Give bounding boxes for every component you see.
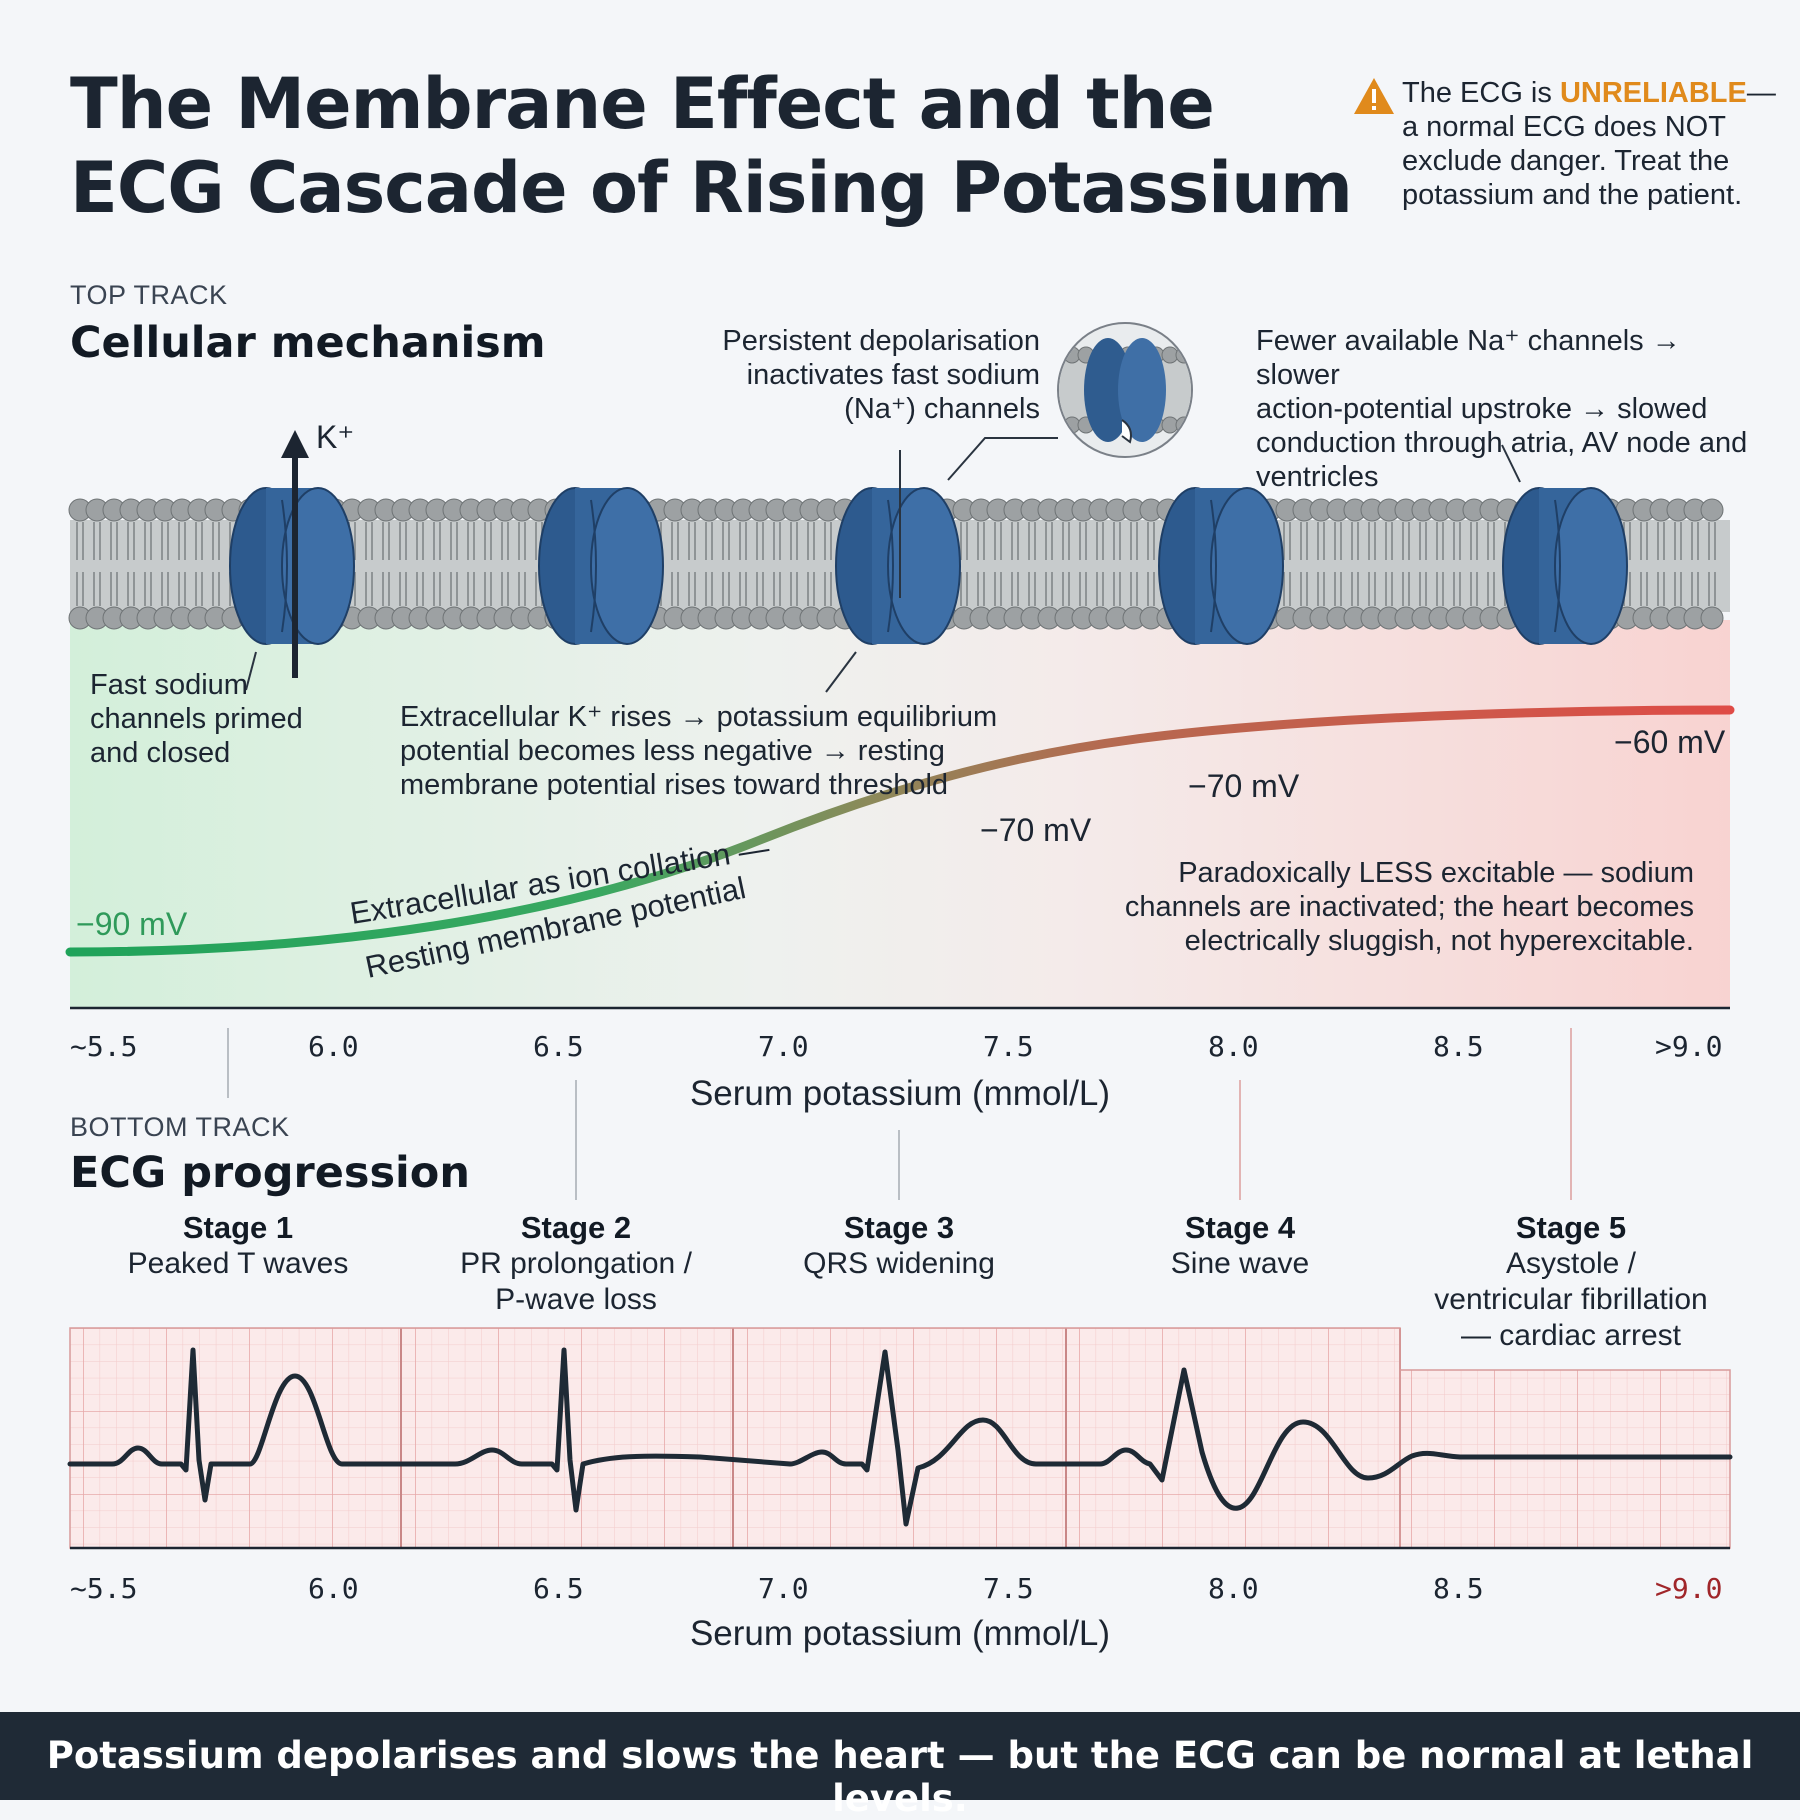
warning-text: The ECG is UNRELIABLE— a normal ECG does…: [1402, 76, 1792, 212]
bottom-track-title: ECG progression: [70, 1148, 470, 1198]
ecg-strip: [67, 1327, 1733, 1549]
bottom-x-axis-title: Serum potassium (mmol/L): [689, 1614, 1111, 1653]
sodium-channels: [229, 487, 1628, 645]
stage-5-name: Stage 5: [1515, 1210, 1627, 1245]
inactivated-channel-inset: [1057, 322, 1193, 458]
mv-label-minus-70-a: −70 mV: [980, 812, 1092, 848]
footer-text: Potassium depolarises and slows the hear…: [46, 1734, 1754, 1820]
top-tick-8-5: 8.5: [1433, 1030, 1484, 1063]
footer-banner: [0, 1712, 1800, 1800]
label-sodium-inactivation: Persistent depolarisation inactivates fa…: [722, 325, 1040, 425]
arrow-up-icon: [281, 430, 309, 458]
resting-membrane-potential-curve: [65, 705, 1735, 957]
stage-4-name: Stage 4: [1184, 1210, 1296, 1245]
stage-2-name: Stage 2: [520, 1210, 632, 1245]
stage-1-name: Stage 1: [182, 1210, 294, 1245]
page-title: The Membrane Effect and the ECG Cascade …: [70, 62, 1353, 230]
bottom-tick-9-0: >9.0: [1655, 1572, 1723, 1605]
mv-label-minus-60: −60 mV: [1614, 724, 1726, 760]
warning-rest: — a normal ECG does NOT exclude danger. …: [1402, 77, 1776, 211]
top-x-axis-title: Serum potassium (mmol/L): [689, 1074, 1111, 1113]
sodium-channel-5: [1502, 487, 1628, 645]
warning-prefix: The ECG is: [1402, 77, 1560, 109]
stage-3: Stage 3 QRS widening: [749, 1210, 1049, 1282]
bottom-tick-7-0: 7.0: [758, 1572, 809, 1605]
page-title-line-2: ECG Cascade of Rising Potassium: [70, 147, 1353, 229]
top-tick-7-5: 7.5: [983, 1030, 1034, 1063]
top-track-title: Cellular mechanism: [70, 318, 546, 368]
bottom-tick-8-0: 8.0: [1208, 1572, 1259, 1605]
label-sodium-primed: Fast sodium channels primed and closed: [90, 669, 303, 769]
bottom-tick-7-5: 7.5: [983, 1572, 1034, 1605]
top-tick-8-0: 8.0: [1208, 1030, 1259, 1063]
sodium-channel-4: [1158, 487, 1284, 645]
label-extracellular-potassium-rise: Extracellular K⁺ rises → potassium equil…: [400, 701, 998, 801]
stage-connectors: [227, 1028, 1572, 1200]
stage-2: Stage 2 PR prolongation / P-wave loss: [426, 1210, 726, 1318]
bottom-tick-6-5: 6.5: [533, 1572, 584, 1605]
excitability-gradient-field: [70, 620, 1730, 1008]
sodium-channel-3: [835, 487, 961, 645]
warning-emphasis: UNRELIABLE: [1559, 77, 1747, 109]
stage-4: Stage 4 Sine wave: [1090, 1210, 1390, 1282]
label-paradoxical-excitability: Paradoxically LESS excitable — sodium ch…: [1124, 857, 1694, 957]
sodium-channel-2: [538, 487, 664, 645]
warning-callout: The ECG is UNRELIABLE— a normal ECG does…: [1352, 76, 1792, 212]
top-tick-6-0: 6.0: [308, 1030, 359, 1063]
top-tick-6-5: 6.5: [533, 1030, 584, 1063]
stage-5: Stage 5 Asystole / ventricular fibrillat…: [1401, 1210, 1741, 1354]
ecg-trace: [67, 1347, 1733, 1527]
stage-1-desc: Peaked T waves: [127, 1247, 349, 1280]
potassium-efflux-arrow: [281, 430, 309, 678]
stage-1: Stage 1 Peaked T waves: [88, 1210, 388, 1282]
top-tick-5-5: ~5.5: [70, 1030, 138, 1063]
page-title-line-1: The Membrane Effect and the: [70, 63, 1215, 145]
top-track-kicker: TOP TRACK: [70, 280, 228, 310]
bottom-track-kicker: BOTTOM TRACK: [70, 1112, 290, 1142]
bottom-tick-5-5: ~5.5: [70, 1572, 138, 1605]
bottom-tick-8-5: 8.5: [1433, 1572, 1484, 1605]
sodium-channel-1: [229, 487, 355, 645]
label-fewer-sodium-channels: Fewer available Na⁺ channels → slower ac…: [1256, 325, 1748, 493]
stage-3-name: Stage 3: [843, 1210, 955, 1245]
top-tick-9-0: >9.0: [1655, 1030, 1723, 1063]
bottom-tick-6-0: 6.0: [308, 1572, 359, 1605]
mv-label-minus-70-b: −70 mV: [1188, 768, 1300, 804]
top-tick-7-0: 7.0: [758, 1030, 809, 1063]
leader-lines: [245, 437, 1521, 693]
warning-triangle-icon: [1354, 78, 1394, 114]
mv-label-minus-90: −90 mV: [76, 906, 188, 942]
potassium-label: K⁺: [316, 419, 354, 455]
